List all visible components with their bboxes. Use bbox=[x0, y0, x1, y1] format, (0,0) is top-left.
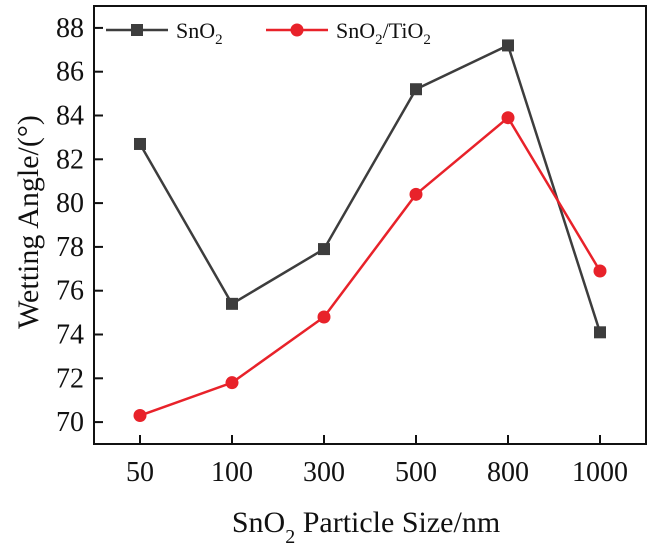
data-point bbox=[317, 310, 331, 324]
plot-frame bbox=[93, 5, 647, 445]
data-point bbox=[502, 39, 514, 52]
y-tick-label: 88 bbox=[56, 13, 84, 44]
legend-label-part: /TiO bbox=[383, 18, 424, 43]
legend: SnO2 SnO2/TiO2 bbox=[106, 18, 431, 48]
y-axis-ticks: 70 72 74 76 78 80 82 84 86 88 bbox=[56, 13, 103, 438]
plot-frame-group bbox=[93, 5, 647, 445]
x-tick-label: 100 bbox=[211, 457, 253, 488]
x-tick-label: 500 bbox=[395, 457, 437, 488]
x-axis-title: SnO2 Particle Size/nm bbox=[232, 506, 500, 548]
legend-label: SnO2/TiO2 bbox=[336, 18, 431, 48]
legend-entry-1: SnO2 bbox=[106, 18, 223, 48]
legend-marker bbox=[131, 24, 143, 36]
x-axis-title-main: SnO bbox=[232, 506, 285, 539]
y-tick-label: 76 bbox=[56, 276, 84, 307]
data-point bbox=[133, 409, 147, 423]
series-layer bbox=[133, 39, 607, 423]
legend-label-part: 2 bbox=[375, 32, 383, 48]
legend-label: SnO2 bbox=[176, 18, 223, 48]
data-point bbox=[318, 243, 330, 256]
y-tick-label: 70 bbox=[56, 407, 84, 438]
series-line bbox=[138, 43, 602, 333]
data-point bbox=[501, 111, 515, 125]
x-axis-title-subscript: 2 bbox=[285, 526, 295, 548]
x-tick-label: 800 bbox=[487, 457, 529, 488]
legend-entry-2: SnO2/TiO2 bbox=[266, 18, 431, 48]
x-tick-label: 300 bbox=[303, 457, 345, 488]
y-tick-label: 84 bbox=[56, 101, 84, 132]
x-tick-label: 1000 bbox=[572, 457, 628, 488]
y-tick-label: 82 bbox=[56, 144, 84, 175]
y-tick-label: 78 bbox=[56, 232, 84, 263]
y-axis-title: Wetting Angle/(°) bbox=[12, 115, 45, 329]
data-point bbox=[410, 83, 422, 96]
data-point bbox=[594, 326, 606, 339]
legend-label-part: SnO bbox=[336, 18, 375, 43]
series-2 bbox=[133, 111, 607, 423]
data-point bbox=[226, 297, 238, 310]
data-point bbox=[134, 137, 146, 150]
y-tick-label: 74 bbox=[56, 320, 84, 351]
y-tick-label: 86 bbox=[56, 57, 84, 88]
series-1 bbox=[134, 39, 606, 339]
legend-label-part: 2 bbox=[423, 32, 431, 48]
legend-label-part: 2 bbox=[215, 32, 223, 48]
x-tick-label: 50 bbox=[126, 457, 154, 488]
data-point bbox=[593, 264, 607, 278]
y-tick-label: 72 bbox=[56, 363, 84, 394]
data-point bbox=[225, 376, 239, 390]
legend-marker bbox=[290, 23, 304, 37]
legend-label-part: SnO bbox=[176, 18, 215, 43]
data-point bbox=[409, 187, 423, 201]
x-axis-ticks: 50 100 300 500 800 1000 bbox=[126, 435, 628, 488]
y-tick-label: 80 bbox=[56, 188, 84, 219]
x-axis-title-rest: Particle Size/nm bbox=[295, 506, 500, 539]
series-line bbox=[139, 115, 602, 417]
